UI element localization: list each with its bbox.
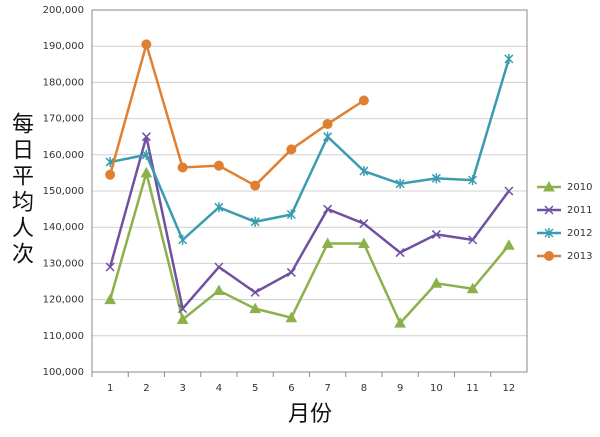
y-tick-label: 170,000: [43, 114, 84, 125]
marker: [286, 144, 297, 155]
y-tick-label: 160,000: [43, 150, 84, 161]
x-tick-label: 3: [179, 383, 185, 394]
marker: [468, 175, 478, 186]
marker: [285, 311, 298, 323]
marker: [140, 166, 153, 178]
x-tick-label: 4: [216, 383, 222, 394]
marker: [504, 53, 514, 64]
marker: [359, 166, 369, 177]
y-tick-label: 130,000: [43, 258, 84, 269]
x-tick-label: 2: [143, 383, 149, 394]
x-tick-label: 8: [361, 383, 367, 394]
y-tick-label: 180,000: [43, 77, 84, 88]
marker: [321, 237, 334, 248]
marker: [105, 169, 116, 180]
marker: [141, 132, 151, 142]
legend-label: 2010: [567, 182, 592, 193]
y-tick-label: 190,000: [43, 41, 84, 52]
series-line: [108, 39, 365, 188]
marker: [250, 216, 260, 227]
legend-label: 2011: [567, 205, 592, 216]
marker: [141, 39, 152, 50]
marker: [395, 248, 405, 258]
x-axis-title: 月份: [288, 402, 332, 427]
marker: [430, 277, 443, 288]
marker: [544, 251, 554, 261]
marker: [214, 262, 224, 272]
y-tick-label: 200,000: [43, 5, 84, 16]
x-tick-label: 9: [397, 383, 403, 394]
marker: [249, 302, 261, 314]
marker: [178, 304, 188, 314]
marker: [358, 95, 369, 106]
marker: [286, 267, 296, 277]
marker: [213, 284, 225, 296]
x-tick-label: 6: [288, 383, 294, 394]
marker: [431, 173, 441, 184]
legend-label: 2012: [567, 228, 592, 239]
x-tick-label: 10: [430, 383, 443, 394]
marker: [213, 160, 224, 171]
marker: [250, 180, 261, 191]
marker: [323, 131, 333, 142]
marker: [104, 293, 116, 305]
marker: [322, 119, 333, 130]
y-tick-label: 120,000: [43, 295, 84, 306]
marker: [359, 219, 369, 229]
marker: [141, 149, 151, 160]
x-tick-label: 7: [324, 383, 330, 394]
marker: [503, 239, 515, 250]
marker: [544, 205, 554, 215]
marker: [178, 234, 188, 245]
y-tick-label: 140,000: [43, 222, 84, 233]
marker: [468, 235, 478, 245]
marker: [214, 202, 224, 213]
marker: [105, 262, 115, 272]
series-line: [108, 136, 510, 312]
marker: [323, 204, 333, 214]
marker: [250, 287, 260, 297]
marker: [177, 162, 188, 173]
y-tick-label: 150,000: [43, 186, 84, 197]
marker: [431, 229, 441, 239]
marker: [358, 237, 370, 248]
x-tick-label: 11: [466, 383, 479, 394]
y-tick-label: 100,000: [43, 367, 84, 378]
marker: [395, 178, 405, 189]
x-tick-label: 5: [252, 383, 258, 394]
y-tick-label: 110,000: [43, 331, 84, 342]
y-axis-title: 每日平均人次: [8, 112, 34, 268]
marker: [544, 228, 554, 238]
marker: [466, 282, 479, 294]
marker: [286, 209, 296, 220]
series-line: [108, 168, 510, 326]
marker: [504, 186, 514, 196]
marker: [543, 180, 555, 192]
legend-label: 2013: [567, 251, 592, 262]
marker: [176, 313, 189, 325]
marker: [394, 317, 406, 328]
x-tick-label: 12: [503, 383, 516, 394]
series-line: [109, 58, 511, 242]
x-tick-label: 1: [107, 383, 113, 394]
